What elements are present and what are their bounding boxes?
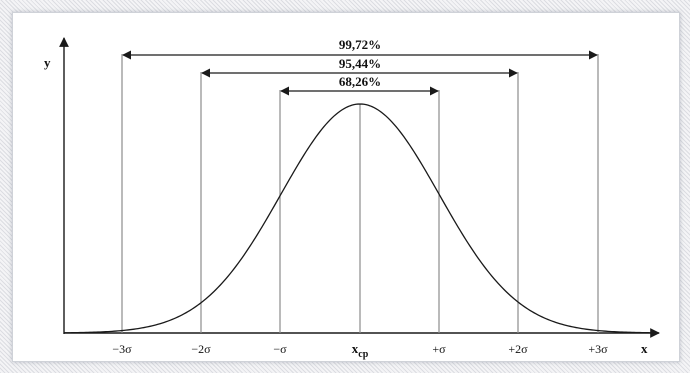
mean-subscript: cp: [358, 349, 368, 360]
mean-symbol: x: [352, 341, 359, 356]
x-axis-label: x: [641, 341, 648, 356]
tick-label-plus-3sigma: +3σ: [588, 342, 608, 356]
tick-label-plus-1sigma: +σ: [432, 342, 446, 356]
tick-label-plus-2sigma: +2σ: [508, 342, 528, 356]
y-axis-label: y: [44, 55, 51, 70]
interval-label-3sigma: 99,72%: [339, 37, 381, 52]
tick-label-minus-2sigma: −2σ: [191, 342, 211, 356]
tick-label-minus-1sigma: −σ: [273, 342, 287, 356]
normal-curve: [63, 103, 655, 334]
interval-label-1sigma: 68,26%: [339, 74, 381, 89]
tick-label-mean: xcp: [352, 341, 369, 360]
interval-label-2sigma: 95,44%: [339, 56, 381, 71]
tick-label-minus-3sigma: −3σ: [112, 342, 132, 356]
